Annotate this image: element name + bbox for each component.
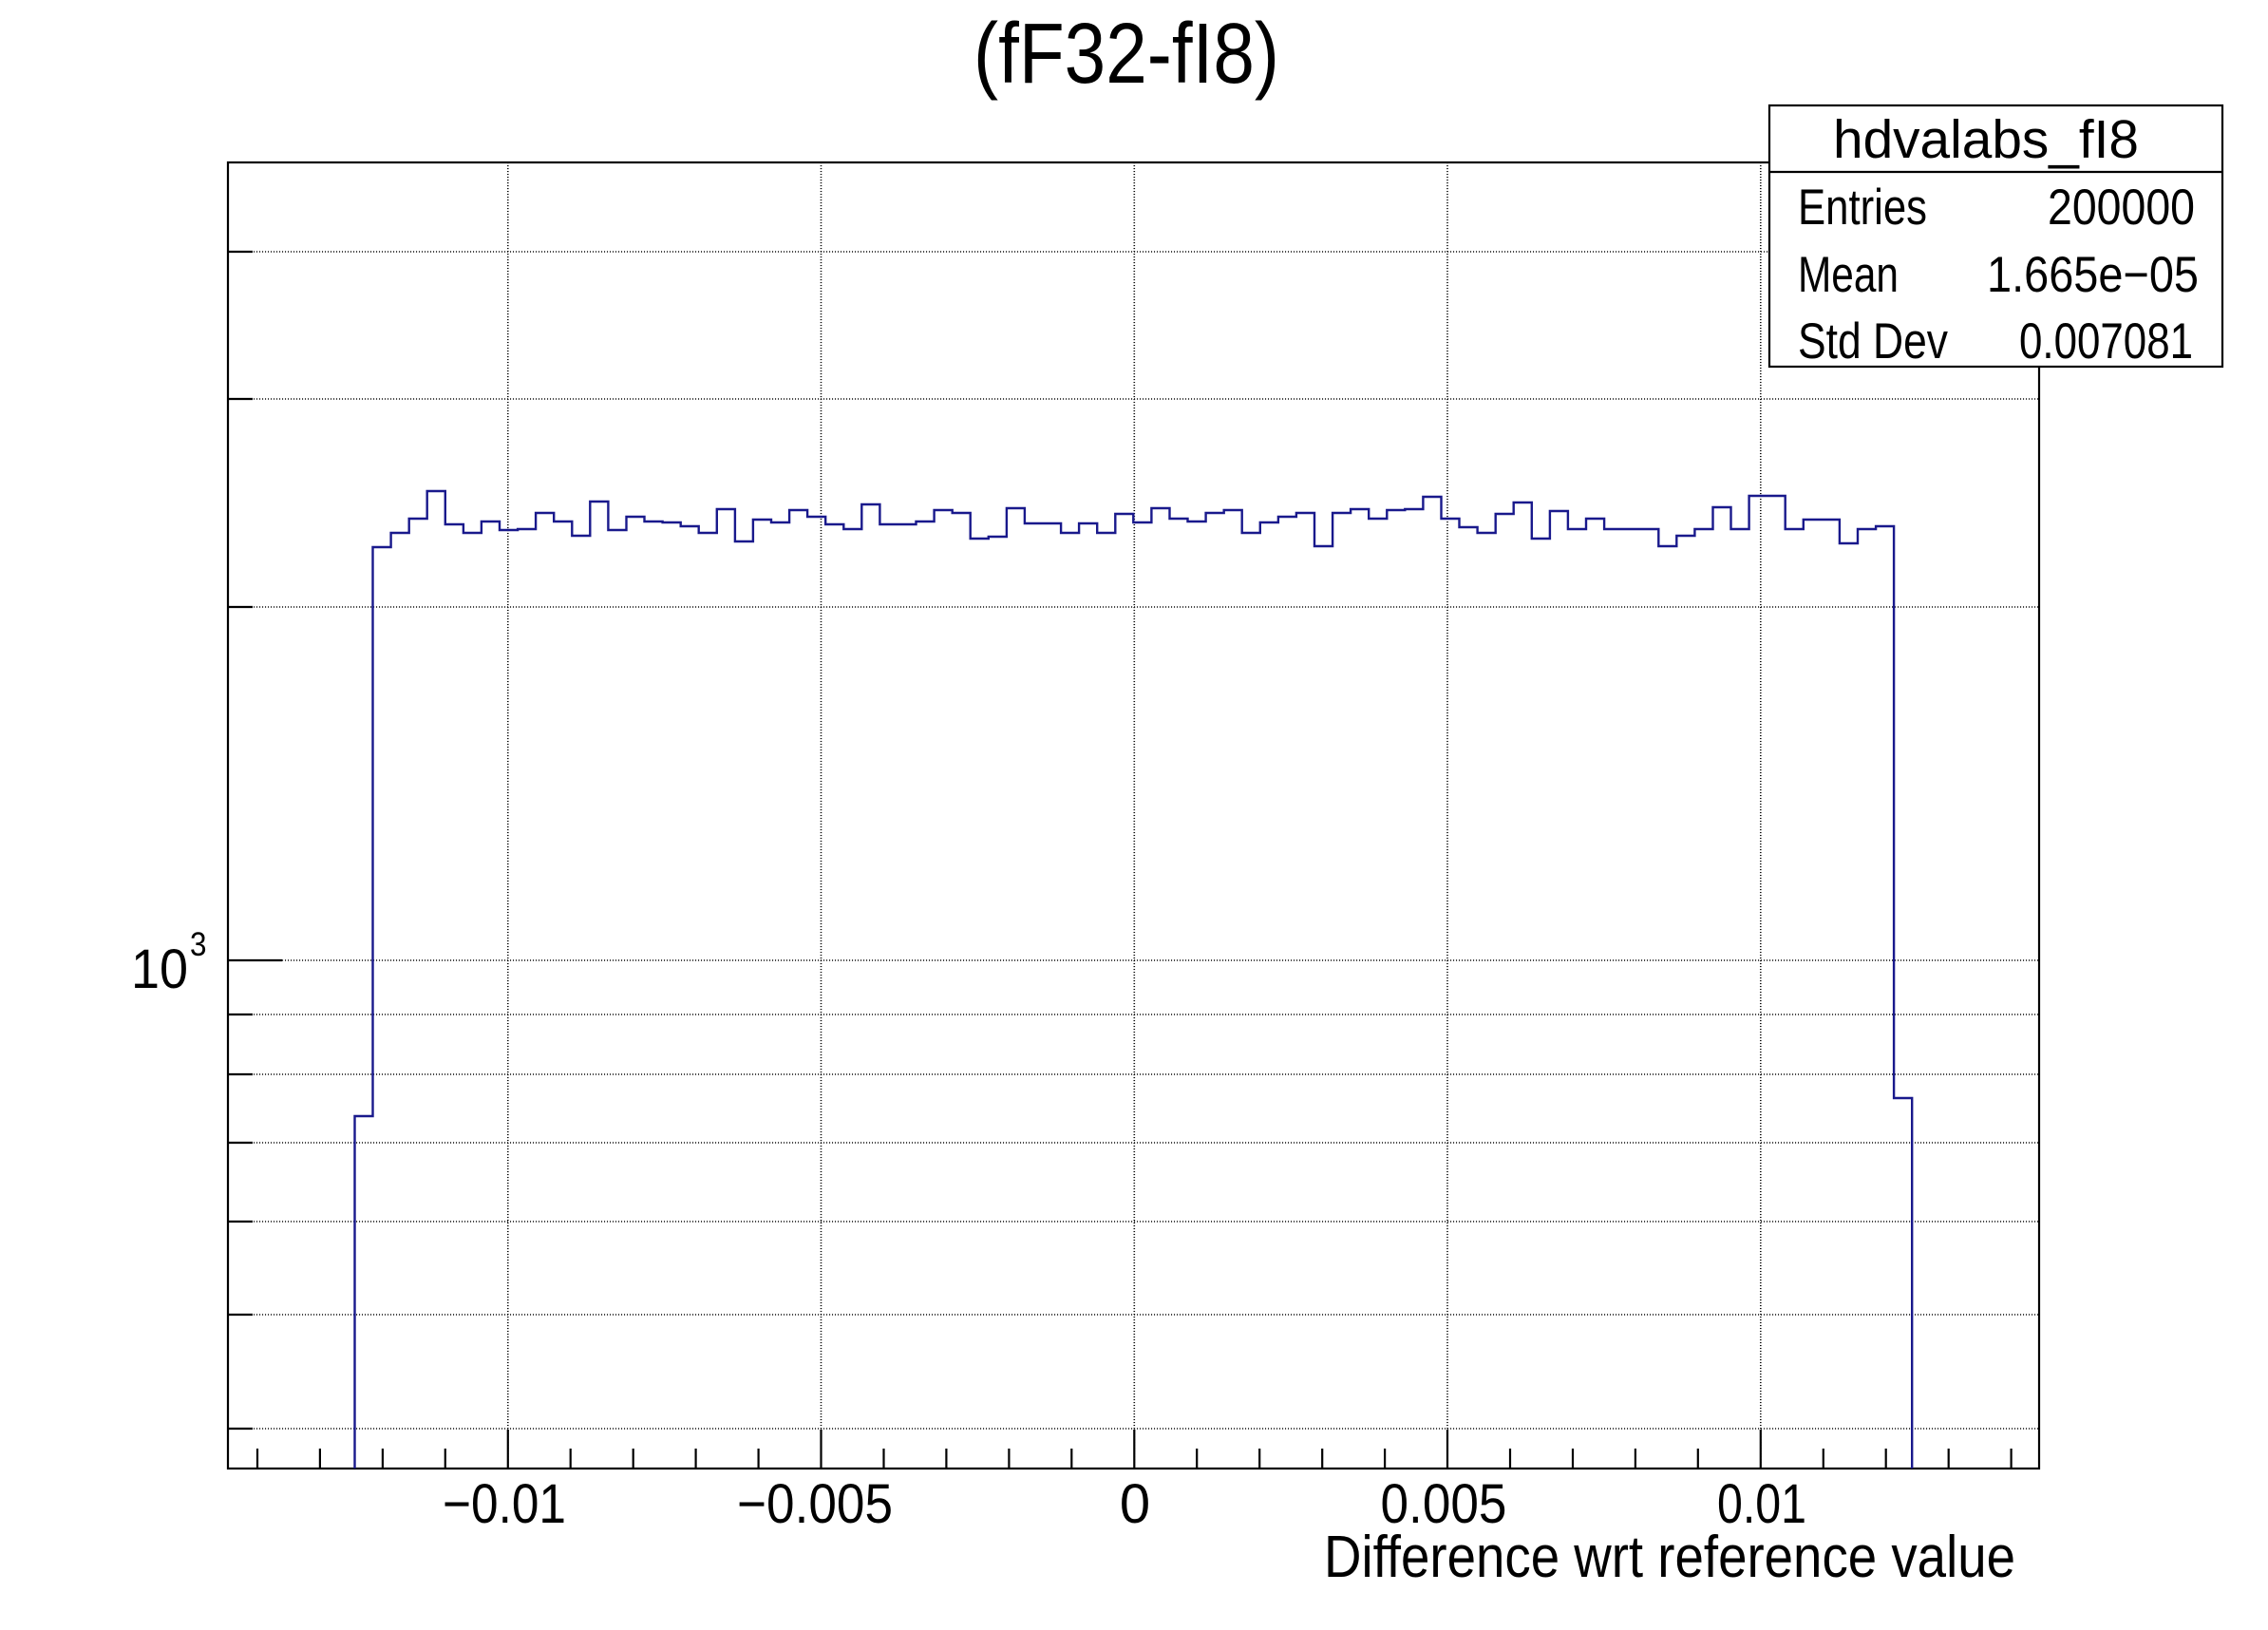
svg-text:0.01: 0.01 <box>1717 1473 1806 1535</box>
svg-text:0.007081: 0.007081 <box>2019 313 2193 370</box>
svg-text:Difference wrt reference value: Difference wrt reference value <box>1324 1525 2015 1590</box>
svg-text:3: 3 <box>190 926 207 963</box>
svg-text:(fF32-fI8): (fF32-fI8) <box>973 7 1279 102</box>
svg-text:−0.01: −0.01 <box>443 1473 566 1535</box>
svg-text:0: 0 <box>1120 1473 1150 1535</box>
svg-text:200000: 200000 <box>2048 180 2195 236</box>
svg-text:Mean: Mean <box>1798 247 1899 303</box>
svg-text:Std Dev: Std Dev <box>1798 313 1948 370</box>
svg-text:1.665e−05: 1.665e−05 <box>1987 247 2199 303</box>
svg-text:0.005: 0.005 <box>1381 1473 1507 1535</box>
svg-text:Entries: Entries <box>1798 180 1927 236</box>
svg-text:10: 10 <box>131 938 188 1000</box>
svg-text:hdvalabs_fI8: hdvalabs_fI8 <box>1833 109 2139 170</box>
svg-text:−0.005: −0.005 <box>737 1473 893 1535</box>
